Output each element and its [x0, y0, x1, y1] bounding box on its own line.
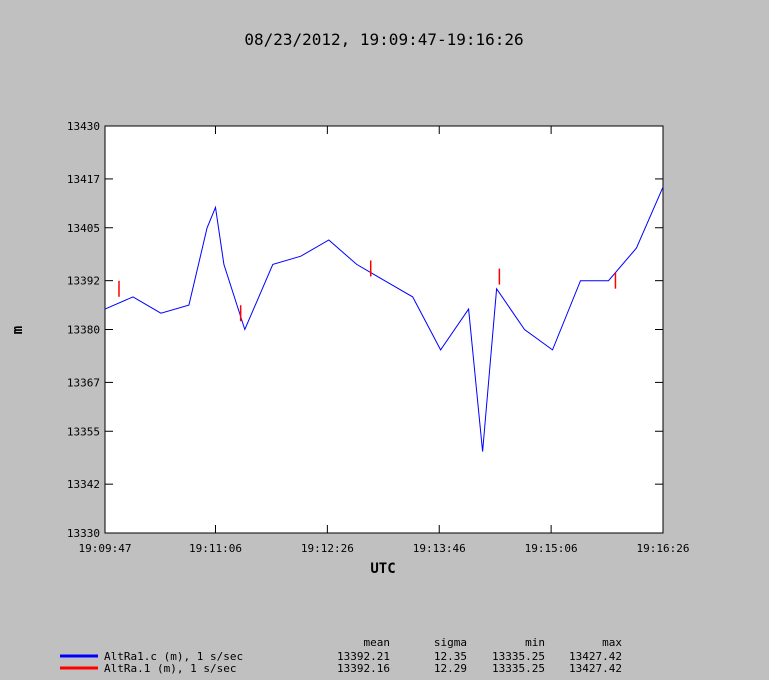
y-tick-label: 13342: [67, 478, 100, 491]
stats-header: max: [602, 636, 622, 649]
y-tick-label: 13330: [67, 527, 100, 540]
y-tick-label: 13392: [67, 275, 100, 288]
stats-header: mean: [364, 636, 391, 649]
series-layer: [104, 186, 664, 452]
stats-value: 12.29: [434, 662, 467, 675]
legend-label: AltRa1.c (m), 1 s/sec: [104, 650, 243, 663]
y-tick-label: 13405: [67, 222, 100, 235]
plot-area: [104, 125, 664, 534]
stats-header: sigma: [434, 636, 467, 649]
x-tick-label: 19:09:47: [79, 542, 132, 555]
chart-title: 08/23/2012, 19:09:47-19:16:26: [244, 30, 523, 49]
x-tick-label: 19:12:26: [301, 542, 354, 555]
stats-header: min: [525, 636, 545, 649]
stats-value: 13335.25: [492, 650, 545, 663]
y-tick-label: 13417: [67, 173, 100, 186]
x-tick-label: 19:11:06: [189, 542, 242, 555]
stats-table: mean sigma min max AltRa1.c (m), 1 s/sec 1339…: [60, 636, 622, 675]
stats-value: 13427.42: [569, 662, 622, 675]
stats-value: 12.35: [434, 650, 467, 663]
x-tick-label: 19:13:46: [413, 542, 466, 555]
y-tick-label: 13430: [67, 120, 100, 133]
x-axis-label: UTC: [370, 561, 395, 577]
y-tick-label: 13355: [67, 425, 100, 438]
stats-value: 13335.25: [492, 662, 545, 675]
stats-value: 13427.42: [569, 650, 622, 663]
y-tick-label: 13380: [67, 324, 100, 337]
x-tick-label: 19:15:06: [525, 542, 578, 555]
x-axis: 19:09:47 19:11:06 19:12:26 19:13:46 19:15:06…: [79, 126, 690, 555]
stats-value: 13392.16: [337, 662, 390, 675]
y-axis-label: m: [10, 326, 26, 334]
y-axis: 13430 13417 13405 13392 13380 13367 13355 13342…: [67, 120, 663, 540]
y-tick-label: 13367: [67, 376, 100, 389]
x-tick-label: 19:16:26: [637, 542, 690, 555]
legend-label: AltRa.1 (m), 1 s/sec: [104, 662, 236, 675]
stats-value: 13392.21: [337, 650, 390, 663]
